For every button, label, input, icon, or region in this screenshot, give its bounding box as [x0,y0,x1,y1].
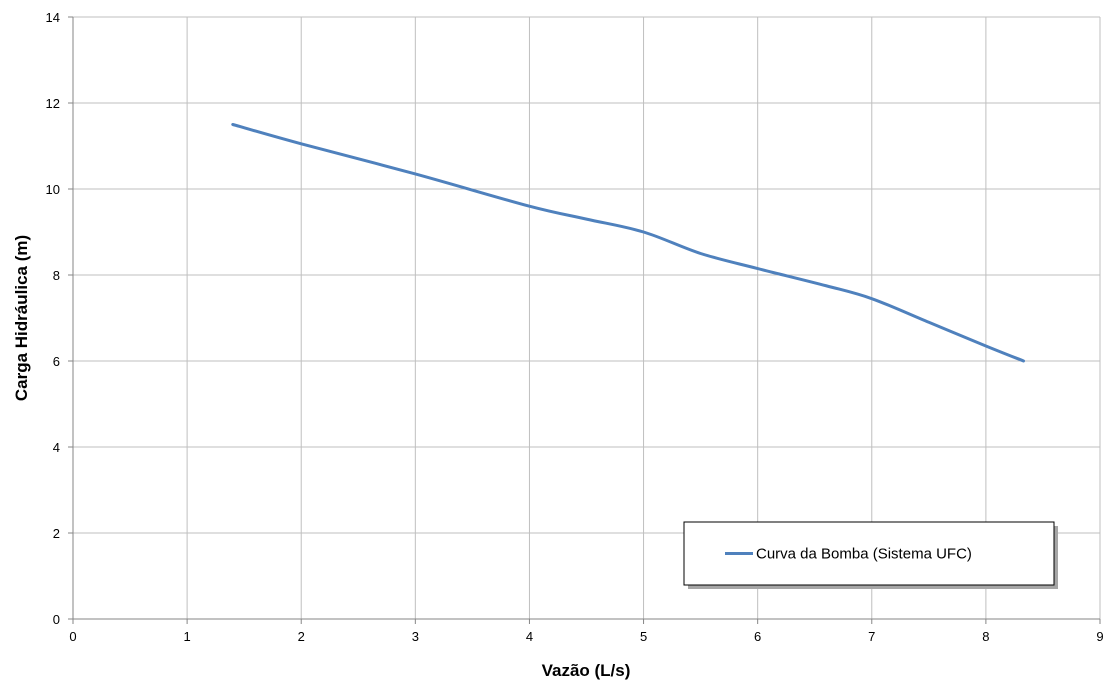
y-tick-label: 0 [53,612,60,627]
series-line [231,123,1026,363]
y-tick-label: 2 [53,526,60,541]
x-tick-label: 1 [183,629,190,644]
x-axis-title: Vazão (L/s) [542,661,631,680]
x-tick-label: 6 [754,629,761,644]
y-axis-title: Carga Hidráulica (m) [12,235,31,401]
y-tick-label: 8 [53,268,60,283]
x-tick-label: 0 [69,629,76,644]
x-tick-label: 8 [982,629,989,644]
legend-label: Curva da Bomba (Sistema UFC) [756,546,972,563]
series-layer [231,123,1026,363]
y-tick-label: 14 [46,10,60,25]
x-tick-label: 3 [412,629,419,644]
y-tick-label: 6 [53,354,60,369]
x-tick-label: 4 [526,629,533,644]
y-tick-label: 10 [46,182,60,197]
x-tick-label: 5 [640,629,647,644]
y-tick-label: 12 [46,96,60,111]
y-tick-label: 4 [53,440,60,455]
x-tick-label: 9 [1096,629,1103,644]
x-tick-label: 2 [298,629,305,644]
legend: Curva da Bomba (Sistema UFC) [683,521,1058,589]
x-tick-label: 7 [868,629,875,644]
